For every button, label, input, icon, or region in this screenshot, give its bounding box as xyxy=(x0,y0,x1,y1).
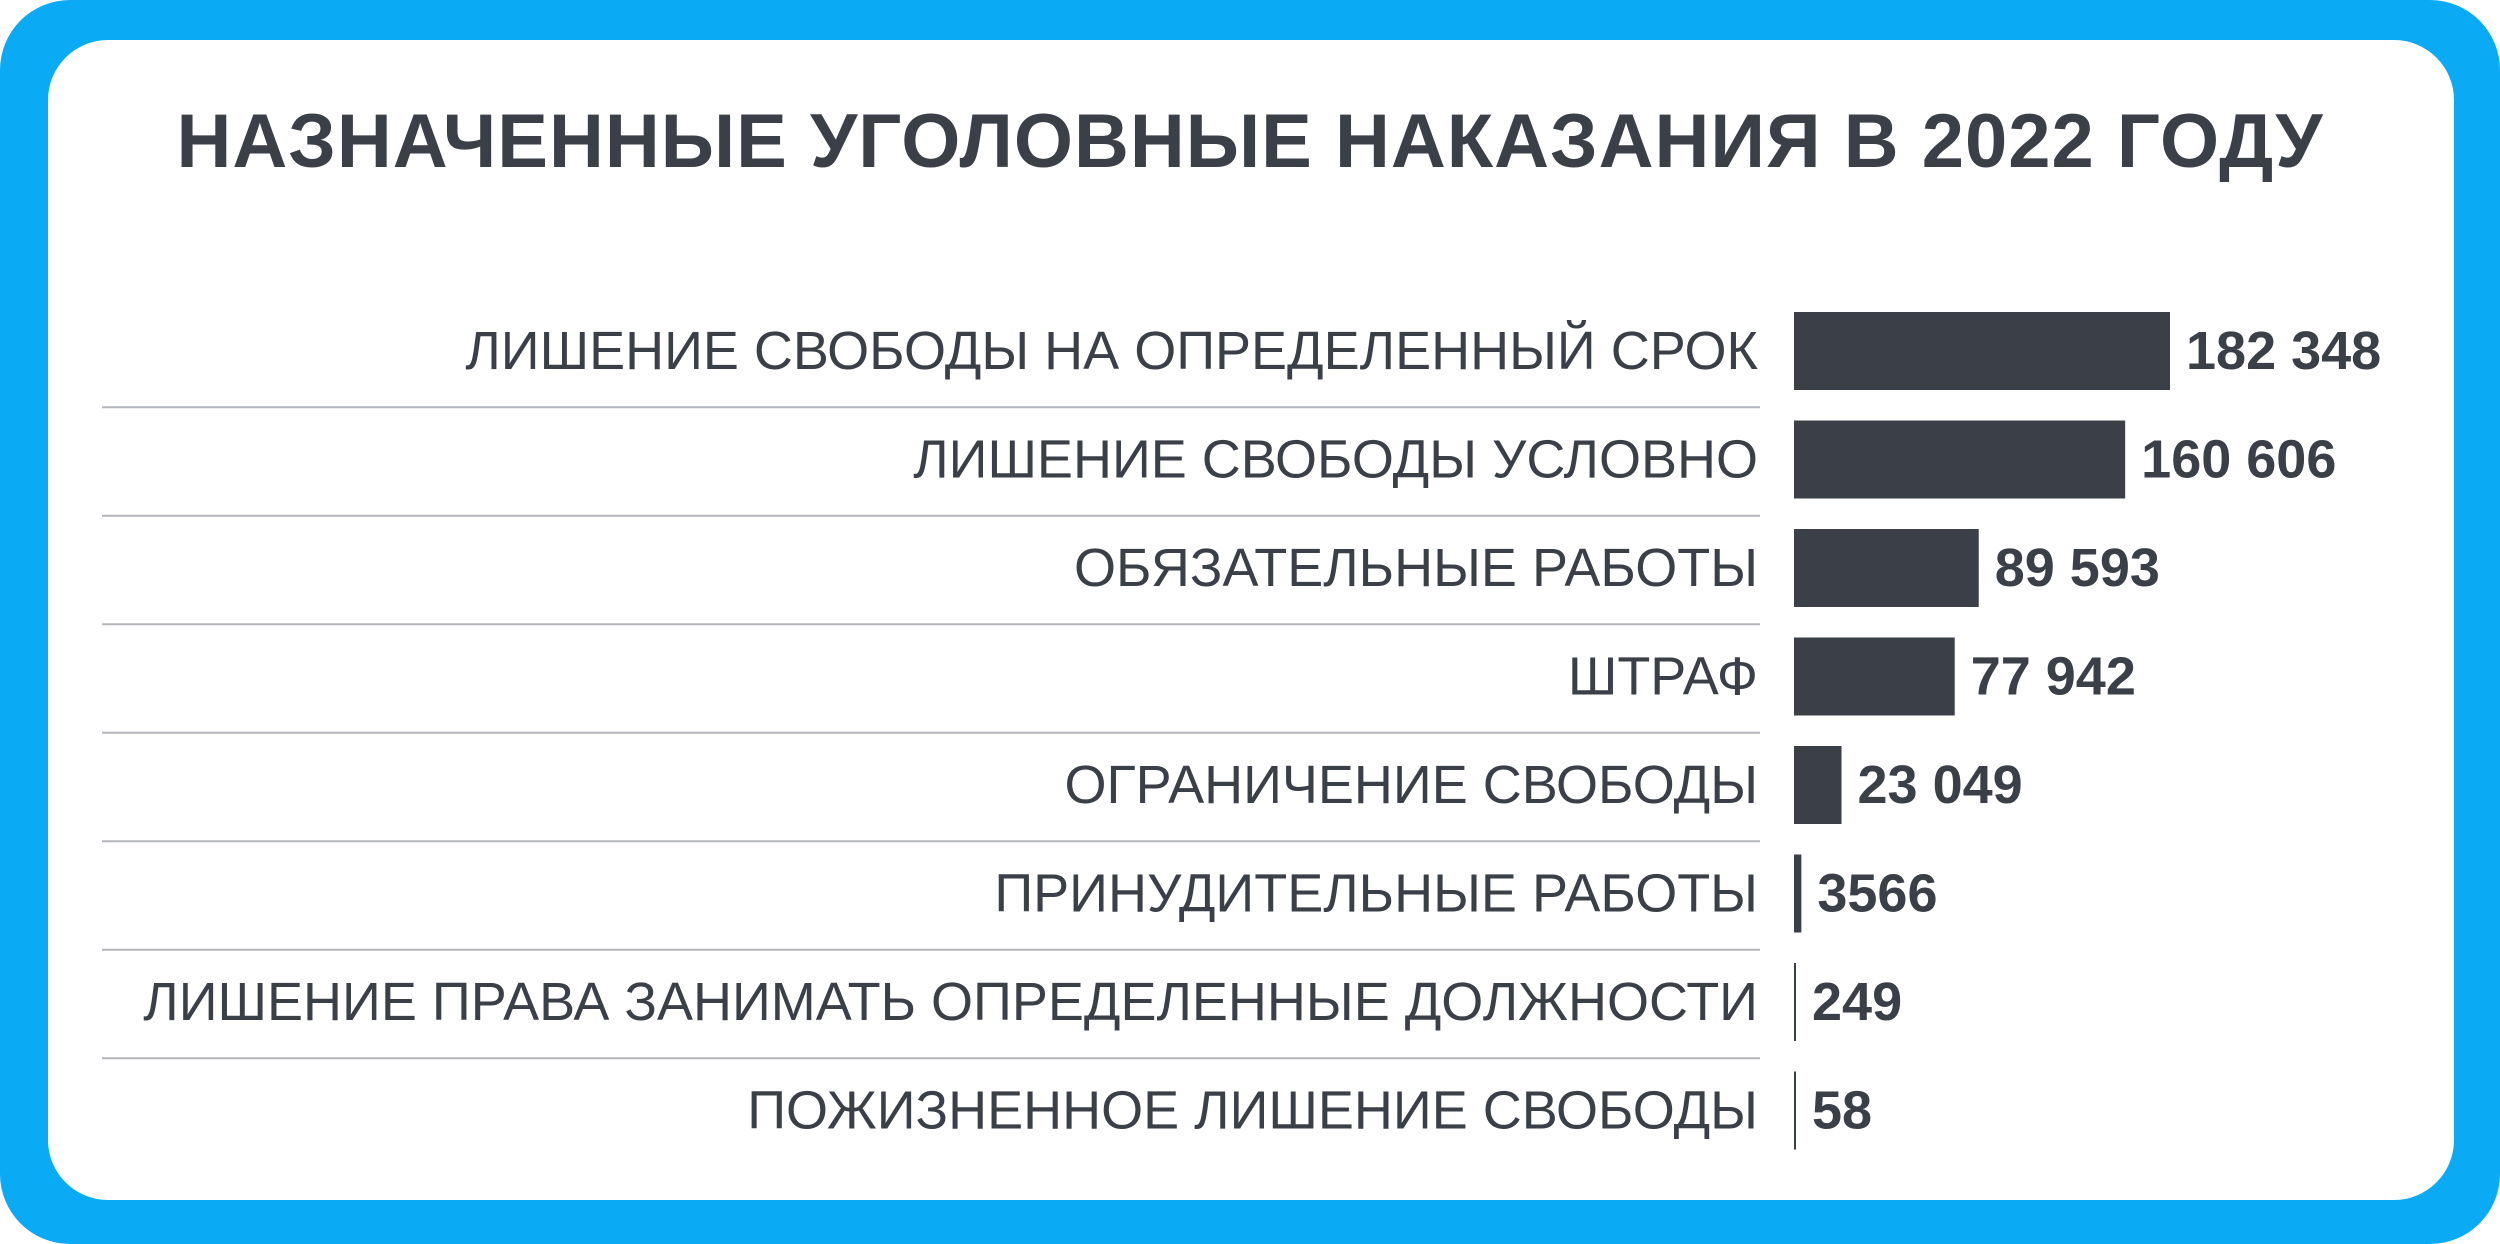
category-label: ПРИНУДИТЕЛЬНЫЕ РАБОТЫ xyxy=(994,864,1758,924)
category-label: ШТРАФ xyxy=(1568,647,1758,707)
category-label: ЛИШЕНИЕ СВОБОДЫ НА ОПРЕДЕЛЕННЫЙ СРОК xyxy=(465,320,1758,381)
bar xyxy=(1794,420,2126,499)
bar xyxy=(1794,1071,1796,1150)
bar xyxy=(1794,529,1979,607)
value-label: 23 049 xyxy=(1858,755,2023,815)
bar xyxy=(1794,963,1796,1041)
category-label: ЛИШЕНИЕ ПРАВА ЗАНИМАТЬ ОПРЕДЕЛЕННЫЕ ДОЛЖ… xyxy=(143,972,1758,1032)
category-label: ОГРАНИЧЕНИЕ СВОБОДЫ xyxy=(1064,755,1758,815)
value-label: 182 348 xyxy=(2186,321,2381,381)
bar xyxy=(1794,312,2170,390)
category-label: ПОЖИЗНЕННОЕ ЛИШЕНИЕ СВОБОДЫ xyxy=(747,1081,1758,1141)
value-label: 58 xyxy=(1812,1081,1872,1141)
bar xyxy=(1794,637,1955,716)
bar xyxy=(1794,854,1802,933)
value-label: 249 xyxy=(1812,972,1902,1032)
value-label: 77 942 xyxy=(1971,647,2136,707)
value-label: 89 593 xyxy=(1995,538,2160,598)
category-label: ЛИШЕНИЕ СВОБОДЫ УСЛОВНО xyxy=(913,430,1758,490)
chart-card xyxy=(48,40,2454,1200)
value-label: 160 606 xyxy=(2141,430,2336,490)
chart-title: НАЗНАЧЕННЫЕ УГОЛОВНЫЕ НАКАЗАНИЯ В 2022 Г… xyxy=(176,99,2324,184)
category-label: ОБЯЗАТЕЛЬНЫЕ РАБОТЫ xyxy=(1074,538,1758,598)
bar xyxy=(1794,746,1842,824)
value-label: 3566 xyxy=(1817,864,1937,924)
